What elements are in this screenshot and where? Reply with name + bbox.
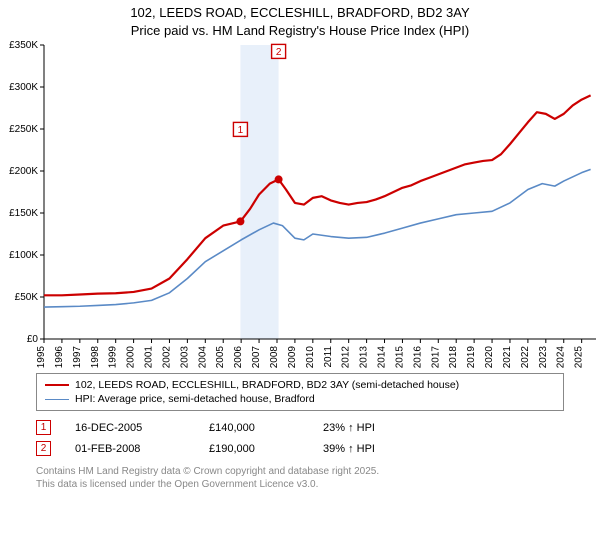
- title-line-2: Price paid vs. HM Land Registry's House …: [0, 22, 600, 40]
- svg-text:2001: 2001: [144, 346, 155, 369]
- legend: 102, LEEDS ROAD, ECCLESHILL, BRADFORD, B…: [36, 373, 564, 411]
- svg-text:2004: 2004: [197, 346, 208, 369]
- svg-text:2006: 2006: [233, 346, 244, 369]
- svg-text:1999: 1999: [108, 346, 119, 369]
- svg-text:£300K: £300K: [9, 82, 38, 93]
- svg-text:2019: 2019: [466, 346, 477, 369]
- sale-marker-box: 1: [36, 420, 51, 435]
- sale-row: 2 01-FEB-2008 £190,000 39% ↑ HPI: [36, 438, 564, 459]
- chart-area: £0 £50K £100K £150K £200K £250K £300K £350K 1995…: [0, 39, 600, 369]
- sale-price: £140,000: [209, 422, 299, 434]
- title-line-1: 102, LEEDS ROAD, ECCLESHILL, BRADFORD, B…: [0, 4, 600, 22]
- chart-title: 102, LEEDS ROAD, ECCLESHILL, BRADFORD, B…: [0, 0, 600, 39]
- sale-marker-box: 2: [36, 441, 51, 456]
- sale-date: 01-FEB-2008: [75, 443, 185, 455]
- svg-text:1: 1: [238, 125, 244, 136]
- sale-price: £190,000: [209, 443, 299, 455]
- legend-swatch: [45, 399, 69, 400]
- svg-text:2023: 2023: [538, 346, 549, 369]
- svg-text:2: 2: [276, 47, 282, 58]
- sale-pct: 23% ↑ HPI: [323, 422, 433, 434]
- svg-text:£150K: £150K: [9, 208, 38, 219]
- svg-text:2014: 2014: [377, 346, 388, 369]
- svg-text:2002: 2002: [161, 346, 172, 369]
- svg-text:2003: 2003: [179, 346, 190, 369]
- legend-item: 102, LEEDS ROAD, ECCLESHILL, BRADFORD, B…: [45, 378, 555, 392]
- svg-text:£0: £0: [27, 334, 39, 345]
- svg-text:2012: 2012: [341, 346, 352, 369]
- svg-text:£200K: £200K: [9, 166, 38, 177]
- line-chart-svg: £0 £50K £100K £150K £200K £250K £300K £350K 1995…: [0, 39, 600, 369]
- svg-text:1997: 1997: [72, 346, 83, 369]
- svg-text:2007: 2007: [251, 346, 262, 369]
- svg-text:1998: 1998: [90, 346, 101, 369]
- attribution-line-2: This data is licensed under the Open Gov…: [36, 478, 564, 491]
- legend-label: HPI: Average price, semi-detached house,…: [75, 393, 315, 405]
- legend-label: 102, LEEDS ROAD, ECCLESHILL, BRADFORD, B…: [75, 379, 459, 391]
- svg-text:2008: 2008: [269, 346, 280, 369]
- sale-date: 16-DEC-2005: [75, 422, 185, 434]
- svg-text:2010: 2010: [305, 346, 316, 369]
- sale-row: 1 16-DEC-2005 £140,000 23% ↑ HPI: [36, 417, 564, 438]
- svg-text:2025: 2025: [574, 346, 585, 369]
- svg-text:1995: 1995: [36, 346, 47, 369]
- sale-pct: 39% ↑ HPI: [323, 443, 433, 455]
- legend-swatch: [45, 384, 69, 386]
- svg-text:£250K: £250K: [9, 124, 38, 135]
- svg-text:£100K: £100K: [9, 250, 38, 261]
- svg-text:2018: 2018: [448, 346, 459, 369]
- legend-item: HPI: Average price, semi-detached house,…: [45, 392, 555, 406]
- svg-text:2013: 2013: [359, 346, 370, 369]
- svg-text:1996: 1996: [54, 346, 65, 369]
- svg-text:2011: 2011: [323, 346, 334, 368]
- svg-text:2015: 2015: [394, 346, 405, 369]
- attribution-line-1: Contains HM Land Registry data © Crown c…: [36, 465, 564, 478]
- svg-text:£50K: £50K: [15, 292, 39, 303]
- svg-text:2024: 2024: [556, 346, 567, 369]
- svg-text:2017: 2017: [430, 346, 441, 369]
- svg-text:2020: 2020: [484, 346, 495, 369]
- svg-text:2021: 2021: [502, 346, 513, 369]
- svg-text:2022: 2022: [520, 346, 531, 369]
- attribution: Contains HM Land Registry data © Crown c…: [36, 465, 564, 491]
- svg-text:2000: 2000: [126, 346, 137, 369]
- svg-text:2016: 2016: [412, 346, 423, 369]
- svg-text:2009: 2009: [287, 346, 298, 369]
- sales-table: 1 16-DEC-2005 £140,000 23% ↑ HPI 2 01-FEB-200…: [36, 417, 564, 459]
- svg-text:2005: 2005: [215, 346, 226, 369]
- svg-text:£350K: £350K: [9, 40, 38, 51]
